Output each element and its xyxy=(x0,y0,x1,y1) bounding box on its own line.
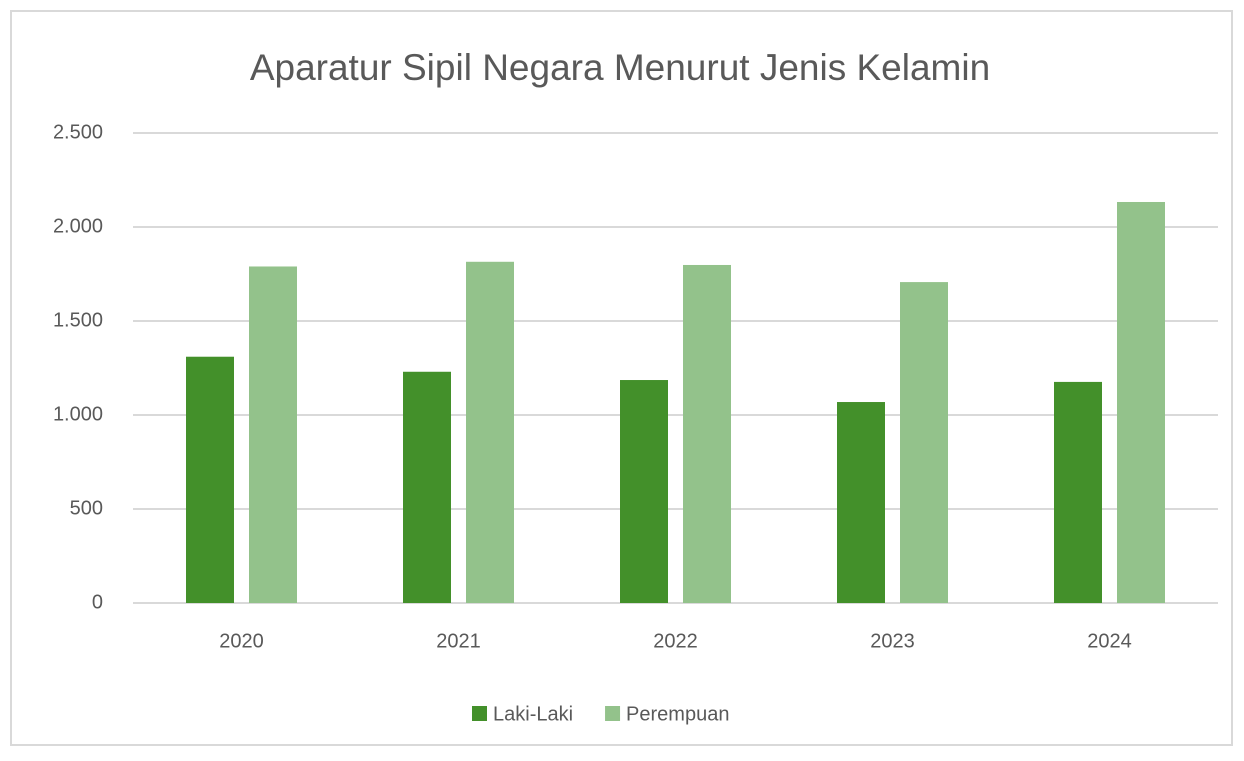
x-tick-label: 2021 xyxy=(436,630,481,652)
bar xyxy=(1054,381,1102,603)
bar xyxy=(837,402,885,603)
bar xyxy=(466,261,514,603)
y-tick-label: 1.000 xyxy=(53,403,103,425)
y-tick-label: 1.500 xyxy=(53,309,103,331)
bar xyxy=(1117,201,1165,603)
bar xyxy=(620,380,668,603)
bar xyxy=(186,356,234,603)
y-tick-label: 0 xyxy=(92,591,103,613)
legend-swatch xyxy=(605,706,621,721)
x-tick-label: 2022 xyxy=(653,630,698,652)
bar xyxy=(403,371,451,603)
y-tick-label: 2.500 xyxy=(53,121,103,143)
y-tick-label: 500 xyxy=(70,497,103,519)
legend-label: Laki-Laki xyxy=(493,703,573,725)
legend-swatch xyxy=(472,706,487,721)
chart-title: Aparatur Sipil Negara Menurut Jenis Kela… xyxy=(250,47,990,88)
x-tick-label: 2023 xyxy=(870,630,915,652)
bar xyxy=(249,266,297,603)
bar xyxy=(900,282,948,603)
y-tick-label: 2.000 xyxy=(53,215,103,237)
legend-label: Perempuan xyxy=(626,703,729,725)
x-tick-label: 2024 xyxy=(1087,630,1132,652)
x-tick-label: 2020 xyxy=(219,630,264,652)
bar xyxy=(683,264,731,603)
